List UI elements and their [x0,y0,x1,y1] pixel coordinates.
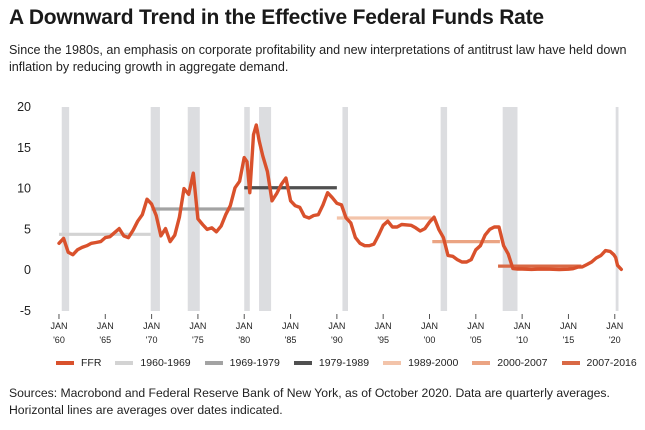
x-tick-label-year: '15 [563,335,575,345]
legend-label: 1979-1989 [318,357,370,369]
legend-swatch [561,361,580,365]
chart-subtitle: Since the 1980s, an emphasis on corporat… [9,43,627,74]
chart: 20 15 10 5 0 -5 JAN '60 JAN '65 JAN '70 JAN '75 JAN '80… [17,100,623,345]
x-tick-label-month: JAN [97,321,114,331]
x-tick-label-month: JAN [375,321,392,331]
legend: FFR 1960-1969 1969-1979 1979-1989 1989-2000 2… [56,355,645,371]
y-tick-label: 0 [24,263,31,277]
ffr-series [57,123,623,272]
x-tick-label-month: JAN [236,321,253,331]
x-tick-label-year: '20 [609,335,621,345]
x-tick-label-month: JAN [282,321,299,331]
legend-label: FFR [81,357,102,369]
x-tick-label-year: '70 [146,335,158,345]
y-tick-label: 20 [17,100,31,114]
recession-band-0 [61,107,70,311]
legend-label: 1989-2000 [408,357,459,369]
legend-item-FFR: FFR [56,357,101,369]
legend-label: 1960-1969 [140,357,191,369]
x-tick-label-year: '75 [192,335,204,345]
legend-item-1979-1989: 1979-1989 [293,357,370,369]
recession-band-7 [502,107,518,311]
legend-item-2000-2007: 2000-2007 [472,357,548,369]
chart-title: A Downward Trend in the Effective Federa… [9,6,544,29]
x-tick-label-year: '05 [470,335,482,345]
x-tick-label-month: JAN [514,321,531,331]
y-tick-label: 5 [24,222,31,236]
recession-band-5 [342,107,348,311]
x-tick-label-year: '95 [377,335,389,345]
legend-label: 1969-1979 [229,357,280,369]
legend-item-2007-2016: 2007-2016 [561,357,637,369]
x-tick-label-year: '65 [99,335,111,345]
legend-swatch [293,361,312,365]
x-tick-label-year: '10 [516,335,528,345]
recession-band-8 [615,107,619,311]
legend-swatch [472,361,491,365]
series-line-FFR [57,123,623,272]
x-tick-label-month: JAN [560,321,577,331]
legend-swatch [383,361,402,365]
x-tick-label-month: JAN [467,321,484,331]
x-tick-label-year: '90 [331,335,343,345]
legend-label: 2000-2007 [497,357,548,369]
recession-band-3 [244,107,250,311]
legend-item-1989-2000: 1989-2000 [383,357,458,369]
x-tick-label-month: JAN [328,321,345,331]
recession-band-4 [259,107,272,311]
y-tick-label: 15 [17,141,31,155]
legend-item-1960-1969: 1960-1969 [115,357,191,369]
recession-band-6 [440,107,448,311]
x-tick-label-year: '80 [238,335,250,345]
x-tick-label-year: '00 [424,335,436,345]
axes: 20 15 10 5 0 -5 JAN '60 JAN '65 JAN '70 JAN '75 JAN '80… [17,100,623,345]
x-tick-label-month: JAN [50,321,67,331]
x-tick-label-month: JAN [606,321,623,331]
legend-label: 2007-2016 [586,357,637,369]
legend-swatch [115,361,134,365]
x-tick-label-month: JAN [189,321,206,331]
x-tick-label-year: '60 [53,335,65,345]
x-tick-label-month: JAN [143,321,160,331]
legend-item-1969-1979: 1969-1979 [204,357,280,369]
y-tick-label: -5 [20,304,31,318]
y-tick-label: 10 [17,182,31,196]
x-tick-label-year: '85 [285,335,297,345]
source-note: Sources: Macrobond and Federal Reserve B… [9,386,610,417]
legend-swatch [56,361,74,365]
x-tick-label-month: JAN [421,321,438,331]
legend-swatch [204,361,223,365]
